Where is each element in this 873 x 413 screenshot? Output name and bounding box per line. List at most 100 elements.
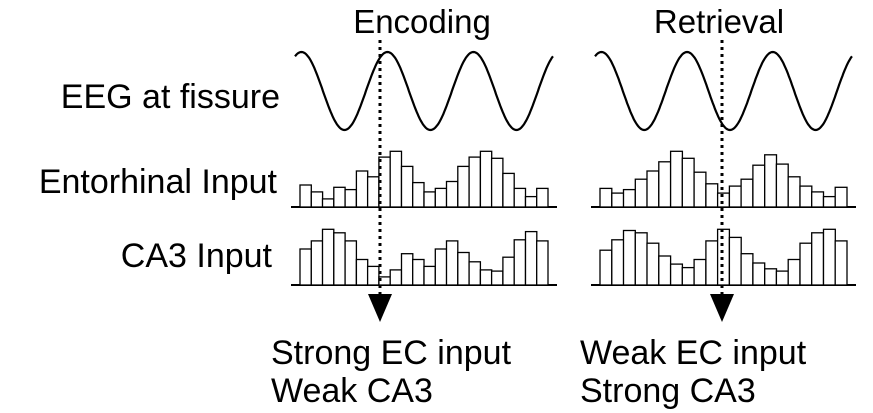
encoding-panel: Encoding Strong EC input Weak CA3 xyxy=(271,3,557,410)
encoding-entorhinal-bar xyxy=(423,191,436,208)
retrieval-entorhinal-bar xyxy=(811,191,825,208)
retrieval-caption-line2: Strong CA3 xyxy=(580,372,756,410)
retrieval-ca3-bar xyxy=(611,239,625,286)
encoding-ca3-bar xyxy=(524,230,538,286)
encoding-ca3-bar xyxy=(457,251,470,286)
encoding-entorhinal-bar xyxy=(513,187,527,208)
retrieval-panel: Retrieval Weak EC input Strong CA3 xyxy=(580,3,856,410)
retrieval-entorhinal-bar xyxy=(693,171,707,208)
encoding-ca3-bar xyxy=(310,240,324,286)
retrieval-entorhinal-histogram xyxy=(591,150,856,208)
encoding-entorhinal-bar xyxy=(321,198,335,208)
retrieval-caption-line1: Weak EC input xyxy=(580,334,807,372)
retrieval-entorhinal-bar xyxy=(752,164,766,208)
encoding-entorhinal-bar xyxy=(490,157,504,208)
retrieval-ca3-bar xyxy=(646,242,660,286)
retrieval-ca3-bar xyxy=(764,268,778,286)
retrieval-entorhinal-bar xyxy=(787,176,801,208)
encoding-arrowhead xyxy=(368,294,392,322)
encoding-ca3-bar xyxy=(333,232,346,286)
encoding-entorhinal-bar xyxy=(355,170,369,208)
encoding-ca3-histogram xyxy=(291,228,557,286)
retrieval-ca3-bar xyxy=(811,232,825,286)
retrieval-entorhinal-bar xyxy=(822,195,836,208)
encoding-ca3-bar xyxy=(355,258,369,286)
encoding-ca3-bar xyxy=(412,258,425,286)
encoding-entorhinal-bar xyxy=(536,187,549,208)
retrieval-entorhinal-bar xyxy=(775,163,789,208)
retrieval-entorhinal-bar xyxy=(599,187,613,208)
retrieval-entorhinal-bar xyxy=(764,154,778,208)
encoding-entorhinal-bar xyxy=(333,186,346,208)
retrieval-title: Retrieval xyxy=(654,3,784,40)
retrieval-entorhinal-bar xyxy=(681,157,695,208)
encoding-ca3-bar xyxy=(445,240,459,286)
encoding-entorhinal-bar xyxy=(344,188,358,208)
retrieval-ca3-histogram xyxy=(591,228,856,286)
encoding-entorhinal-bar xyxy=(434,187,448,208)
retrieval-ca3-bar xyxy=(787,258,801,286)
retrieval-arrowhead xyxy=(710,294,734,322)
retrieval-ca3-bar xyxy=(634,232,648,286)
retrieval-entorhinal-bar xyxy=(669,150,684,208)
retrieval-entorhinal-bar xyxy=(611,192,625,208)
eeg-row-label: EEG at fissure xyxy=(61,78,280,116)
retrieval-ca3-bar xyxy=(740,253,754,286)
encoding-ca3-bar xyxy=(434,248,448,286)
encoding-ca3-bar xyxy=(490,270,504,286)
encoding-ca3-bar xyxy=(502,256,515,286)
retrieval-ca3-bar xyxy=(658,255,672,286)
retrieval-ca3-bar xyxy=(669,263,684,286)
encoding-ca3-bar xyxy=(389,269,403,286)
encoding-entorhinal-bar xyxy=(479,150,493,208)
retrieval-ca3-bar xyxy=(728,236,742,286)
encoding-caption-line1: Strong EC input xyxy=(271,334,512,372)
encoding-entorhinal-bar xyxy=(468,156,482,208)
retrieval-ca3-bar xyxy=(752,262,766,286)
ca3-row-label: CA3 Input xyxy=(121,237,273,275)
encoding-ca3-bar xyxy=(321,228,335,286)
retrieval-ca3-bar xyxy=(681,266,695,286)
retrieval-ca3-bar xyxy=(775,270,789,286)
encoding-entorhinal-bar xyxy=(366,176,380,208)
encoding-title: Encoding xyxy=(353,3,491,40)
encoding-entorhinal-bar xyxy=(400,165,414,208)
encoding-entorhinal-bar xyxy=(412,181,425,208)
encoding-entorhinal-bar xyxy=(502,172,515,208)
retrieval-entorhinal-bar xyxy=(622,188,636,208)
retrieval-ca3-bar xyxy=(834,240,848,286)
encoding-ca3-bar xyxy=(513,239,527,286)
encoding-ca3-bar xyxy=(423,265,436,286)
retrieval-entorhinal-bar xyxy=(728,185,742,208)
encoding-entorhinal-histogram xyxy=(291,150,557,208)
retrieval-entorhinal-bar xyxy=(634,178,648,208)
encoding-entorhinal-bar xyxy=(524,195,538,208)
encoding-entorhinal-bar xyxy=(310,191,324,208)
encoding-eeg-wave xyxy=(294,50,554,132)
retrieval-ca3-bar xyxy=(822,228,836,286)
retrieval-entorhinal-bar xyxy=(658,161,672,208)
retrieval-entorhinal-bar xyxy=(799,185,813,208)
encoding-ca3-bar xyxy=(536,240,549,286)
encoding-ca3-bar xyxy=(479,269,493,286)
retrieval-entorhinal-bar xyxy=(646,170,660,208)
encoding-ca3-bar xyxy=(366,265,380,286)
retrieval-ca3-bar xyxy=(622,229,636,286)
retrieval-entorhinal-bar xyxy=(740,178,754,208)
encoding-caption-line2: Weak CA3 xyxy=(271,372,433,410)
encoding-ca3-bar xyxy=(468,261,482,286)
retrieval-entorhinal-bar xyxy=(834,186,848,208)
retrieval-ca3-bar xyxy=(599,249,613,286)
retrieval-ca3-bar xyxy=(693,258,707,286)
retrieval-ca3-bar xyxy=(799,242,813,286)
encoding-ca3-bar xyxy=(299,248,312,286)
encoding-entorhinal-bar xyxy=(389,150,403,208)
retrieval-ca3-bar xyxy=(705,240,719,286)
retrieval-entorhinal-bar xyxy=(705,183,719,208)
encoding-ca3-bar xyxy=(344,240,358,286)
encoding-entorhinal-bar xyxy=(299,184,312,208)
encoding-entorhinal-bar xyxy=(457,165,470,208)
encoding-entorhinal-bar xyxy=(445,180,459,208)
encoding-ca3-bar xyxy=(400,253,414,286)
